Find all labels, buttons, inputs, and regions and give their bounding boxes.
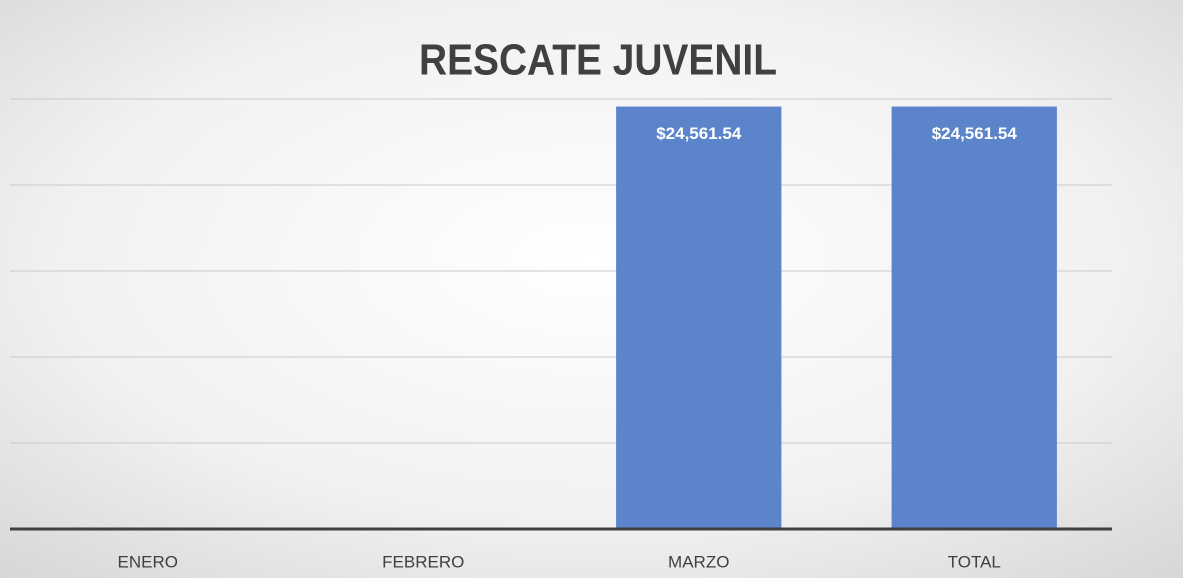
x-tick-label: TOTAL — [948, 552, 1001, 571]
data-label: $24,561.54 — [932, 124, 1018, 143]
data-label: $24,561.54 — [656, 124, 742, 143]
bar — [616, 106, 782, 530]
x-tick-label: MARZO — [668, 552, 729, 571]
x-tick-label: ENERO — [118, 552, 178, 571]
bar — [891, 106, 1057, 530]
x-tick-label: FEBRERO — [382, 552, 464, 571]
chart-title: RESCATE JUVENIL — [419, 36, 777, 85]
